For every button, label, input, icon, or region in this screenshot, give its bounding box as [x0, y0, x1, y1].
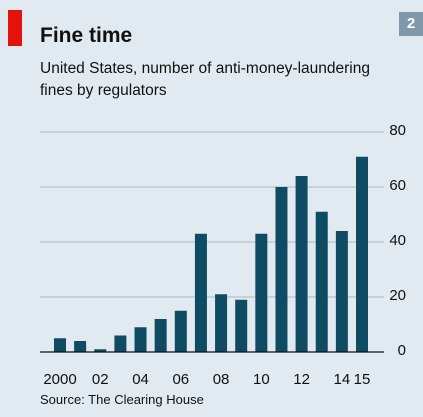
bar: [356, 156, 368, 352]
x-tick-label: 06: [172, 371, 189, 388]
bar: [114, 335, 127, 352]
x-tick-label: 02: [92, 371, 109, 388]
y-tick-label: 40: [389, 232, 406, 249]
bar: [154, 319, 167, 352]
bar: [335, 231, 348, 352]
bar: [174, 310, 187, 352]
x-tick-label: 14: [334, 371, 351, 388]
x-tick-label: 15: [354, 371, 371, 388]
bar: [255, 233, 268, 352]
chart-number: 2: [399, 12, 423, 36]
x-tick-label: 08: [213, 371, 230, 388]
chart-subtitle: United States, number of anti-money-laun…: [40, 60, 370, 99]
x-tick-label: 04: [132, 371, 149, 388]
bar: [295, 176, 308, 352]
bar: [194, 233, 207, 352]
x-tick-label: 2000: [43, 371, 76, 388]
bar: [235, 299, 248, 352]
x-tick-label: 12: [293, 371, 310, 388]
bar: [94, 349, 107, 352]
x-tick-label: 10: [253, 371, 270, 388]
bar: [275, 187, 288, 352]
source-note: Source: The Clearing House: [40, 392, 204, 407]
chart-title: Fine time: [40, 24, 133, 47]
y-tick-label: 0: [398, 342, 406, 359]
bar: [215, 294, 228, 352]
bar: [54, 338, 66, 352]
bar: [74, 341, 87, 352]
y-tick-label: 60: [389, 177, 406, 194]
red-tab: [8, 10, 22, 46]
bar: [134, 327, 147, 352]
y-tick-label: 80: [389, 122, 406, 139]
bar: [315, 211, 328, 352]
y-tick-label: 20: [389, 287, 406, 304]
